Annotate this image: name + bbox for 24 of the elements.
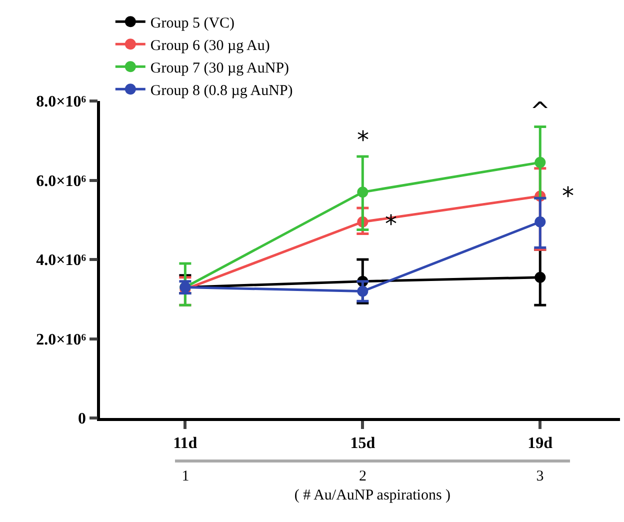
- x2-tick-label: 1: [182, 468, 190, 484]
- legend-label: Group 8 (0.8 µg AuNP): [150, 82, 293, 99]
- x-tick-label: 15d: [350, 435, 376, 452]
- legend-label: Group 5 (VC): [150, 15, 235, 32]
- legend-label: Group 7 (30 µg AuNP): [150, 60, 290, 76]
- annotation: *: [385, 210, 397, 238]
- y-tick-label: 8.0×10⁶: [36, 94, 86, 111]
- x2-axis-title: ( # Au/AuNP aspirations ): [294, 487, 451, 504]
- x-tick-label: 19d: [528, 435, 553, 452]
- point: [357, 186, 368, 198]
- annotation: *: [357, 126, 369, 154]
- legend-label: Group 6 (30 µg Au): [150, 38, 270, 54]
- y-tick-label: 0: [78, 410, 86, 428]
- x2-tick-label: 2: [358, 468, 366, 484]
- annotation: *: [562, 182, 574, 210]
- annotation: ^: [530, 97, 550, 125]
- x-tick-label: 11d: [173, 435, 198, 452]
- y-tick-label: 6.0×10⁶: [36, 172, 86, 190]
- y-tick-label: 2.0×10⁶: [36, 331, 86, 348]
- point: [534, 216, 546, 228]
- x2-tick-label: 3: [536, 468, 544, 484]
- y-tick-label: 4.0×10⁶: [36, 252, 86, 270]
- point: [534, 156, 546, 168]
- point: [534, 272, 546, 283]
